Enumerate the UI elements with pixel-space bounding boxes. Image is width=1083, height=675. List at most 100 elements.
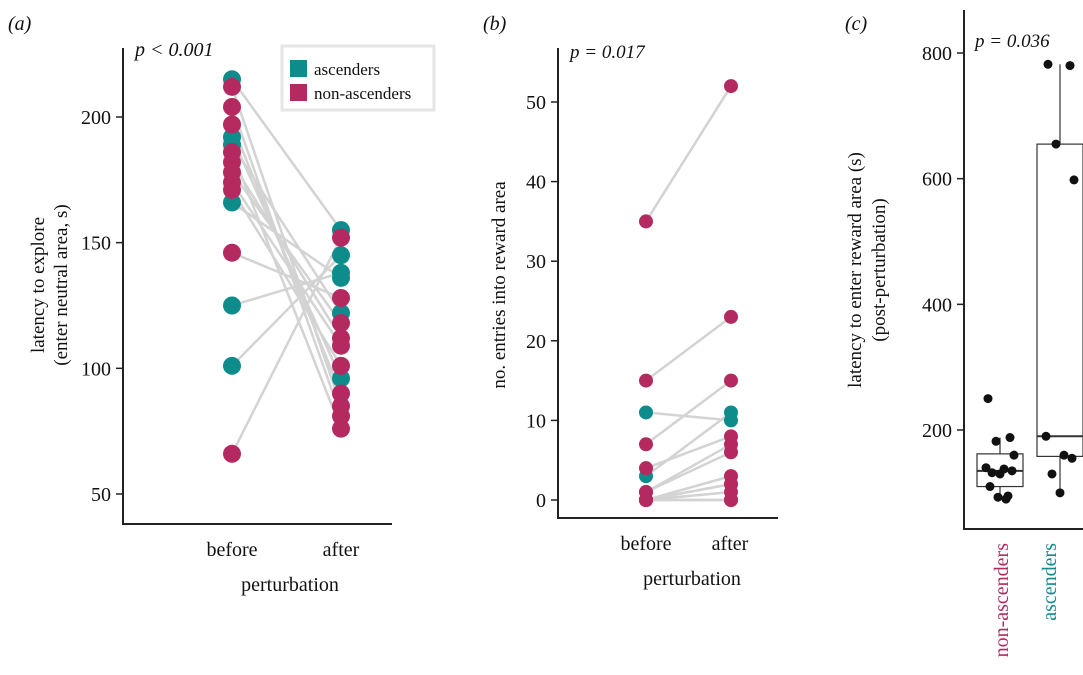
panel-c-ylabel-line2: (post-perturbation) (869, 198, 890, 342)
panel-c-point-ascenders (1055, 488, 1065, 498)
panel-b-pair-line (645, 411, 732, 478)
panel-a-xtick-after: after (323, 539, 360, 561)
panel-a-label: (a) (8, 13, 32, 35)
panel-a-pair-line (230, 171, 343, 324)
panel-a-point-after-ascenders (332, 369, 350, 388)
panel-b-point-before-ascenders (639, 405, 653, 420)
panel-b-pair-line (644, 85, 733, 223)
panel-b-point-before-non-ascenders (639, 214, 653, 229)
panel-a: (a) 50 100 150 200 before after perturbatio… (8, 13, 436, 596)
panel-a-point-after-ascenders (332, 263, 350, 282)
legend-swatch-ascenders (290, 60, 307, 77)
panel-a-ylabel-line1: latency to explore (28, 217, 49, 353)
panel-c-point-ascenders (1067, 453, 1077, 463)
panel-a-pair-line (230, 143, 343, 314)
panel-c-point-ascenders (1059, 450, 1069, 460)
panel-a-ylabel-line2: (enter neutral area, s) (51, 204, 72, 365)
panel-c-boxes (976, 64, 1083, 500)
panel-a-point-before-ascenders (223, 296, 241, 315)
panel-a-pair-line (230, 181, 343, 347)
panel-b-pair-line (645, 315, 732, 382)
panel-c-point-non-ascenders (985, 482, 995, 492)
panel-b-pair-line (645, 482, 732, 502)
panel-a-xtick-before: before (206, 539, 257, 561)
panel-a-point-before-non-ascenders (223, 97, 241, 116)
panel-b-pair-line (645, 411, 732, 422)
panel-c-point-non-ascenders (991, 436, 1001, 446)
panel-b-label: (b) (483, 13, 507, 35)
panel-b-point-after-non-ascenders (724, 309, 738, 324)
panel-c-point-ascenders (1065, 61, 1075, 71)
panel-a-point-after-non-ascenders (332, 314, 350, 333)
panel-c-point-ascenders (1043, 59, 1053, 69)
panel-a-pair-line (230, 78, 343, 231)
panel-a-point-after-ascenders (332, 246, 350, 265)
panel-c-point-non-ascenders (1001, 494, 1011, 504)
panel-c-point-non-ascenders (987, 468, 997, 478)
panel-a-ytick-label: 200 (81, 107, 111, 129)
panel-a-point-after-non-ascenders (332, 419, 350, 438)
panel-a-pair-line (230, 124, 343, 394)
panel-b-ytick-label: 10 (526, 410, 546, 432)
panel-b-annotation: p = 0.017 (568, 42, 646, 63)
panel-c: (c) 200 400 600 800 non-ascenders ascenders… (845, 10, 1083, 657)
panel-a-pair-line (230, 237, 343, 455)
panel-a-ytick-label: 100 (81, 358, 111, 380)
panel-b-y-ticks: 0 10 20 30 40 50 (526, 92, 558, 512)
panel-a-pair-lines (230, 78, 343, 455)
panel-a-point-before-ascenders (223, 193, 241, 212)
panel-c-y-ticks: 200 400 600 800 (922, 43, 964, 442)
panel-c-label: (c) (845, 13, 868, 35)
panel-b-point-before-non-ascenders (639, 461, 653, 476)
panel-b-point-before-non-ascenders (639, 373, 653, 388)
panel-a-ytick-label: 150 (81, 233, 111, 255)
panel-c-xtick-non-ascenders: non-ascenders (991, 543, 1013, 658)
panel-a-y-ticks: 50 100 150 200 (81, 107, 123, 506)
panel-c-point-non-ascenders (983, 394, 993, 404)
panel-c-ylabel-line1: latency to enter reward area (s) (845, 152, 866, 388)
panel-b-ytick-label: 20 (526, 331, 546, 353)
panel-b-point-after-non-ascenders (724, 493, 738, 507)
panel-a-pair-line (230, 161, 343, 339)
panel-b-ytick-label: 30 (526, 251, 546, 273)
panel-b-pair-line (645, 379, 732, 446)
legend-label-non-ascenders: non-ascenders (314, 84, 411, 103)
panel-c-point-non-ascenders (995, 469, 1005, 479)
panel-b-point-before-non-ascenders (639, 437, 653, 452)
panel-a-points (223, 70, 350, 463)
panel-b-pair-line (645, 474, 732, 502)
panel-a-pair-line (231, 201, 342, 279)
legend-swatch-non-ascenders (290, 84, 307, 101)
panel-c-box-ascenders (1036, 143, 1083, 457)
panel-b-pair-line (645, 451, 732, 494)
panel-a-point-after-non-ascenders (332, 336, 350, 355)
panel-a-pair-line (231, 251, 342, 300)
panel-a-point-before-non-ascenders (223, 115, 241, 134)
panel-c-point-ascenders (1069, 175, 1079, 185)
panel-b-points (639, 79, 738, 507)
panel-b-point-after-non-ascenders (724, 79, 738, 94)
panel-a-pair-line (230, 189, 343, 367)
panel-b-point-after-ascenders (724, 405, 738, 420)
panel-c-annotation: p = 0.036 (973, 31, 1050, 52)
panel-b-point-after-non-ascenders (724, 373, 738, 388)
panel-b-ylabel: no. entries into reward area (489, 181, 510, 389)
panel-b-xtick-after: after (712, 533, 749, 555)
legend-label-ascenders: ascenders (314, 60, 380, 79)
panel-a-point-after-non-ascenders (332, 288, 350, 307)
panel-a-point-before-non-ascenders (223, 180, 241, 199)
panel-c-point-ascenders (1047, 469, 1057, 479)
panel-b-ytick-label: 0 (536, 490, 546, 512)
panel-c-ytick-label: 600 (922, 169, 952, 191)
panel-c-point-non-ascenders (1005, 433, 1015, 443)
panel-b-point-before-non-ascenders (639, 493, 653, 507)
panel-b-pair-line (645, 490, 732, 502)
panel-a-point-before-non-ascenders (223, 77, 241, 96)
panel-a-point-before-non-ascenders (223, 444, 241, 463)
panel-c-ytick-label: 800 (922, 43, 952, 65)
panel-a-annotation: p < 0.001 (133, 39, 214, 61)
panel-a-point-after-non-ascenders (332, 384, 350, 403)
panel-c-point-non-ascenders (1007, 466, 1017, 476)
panel-a-point-after-non-ascenders (332, 228, 350, 247)
panel-b-point-after-non-ascenders (724, 445, 738, 460)
